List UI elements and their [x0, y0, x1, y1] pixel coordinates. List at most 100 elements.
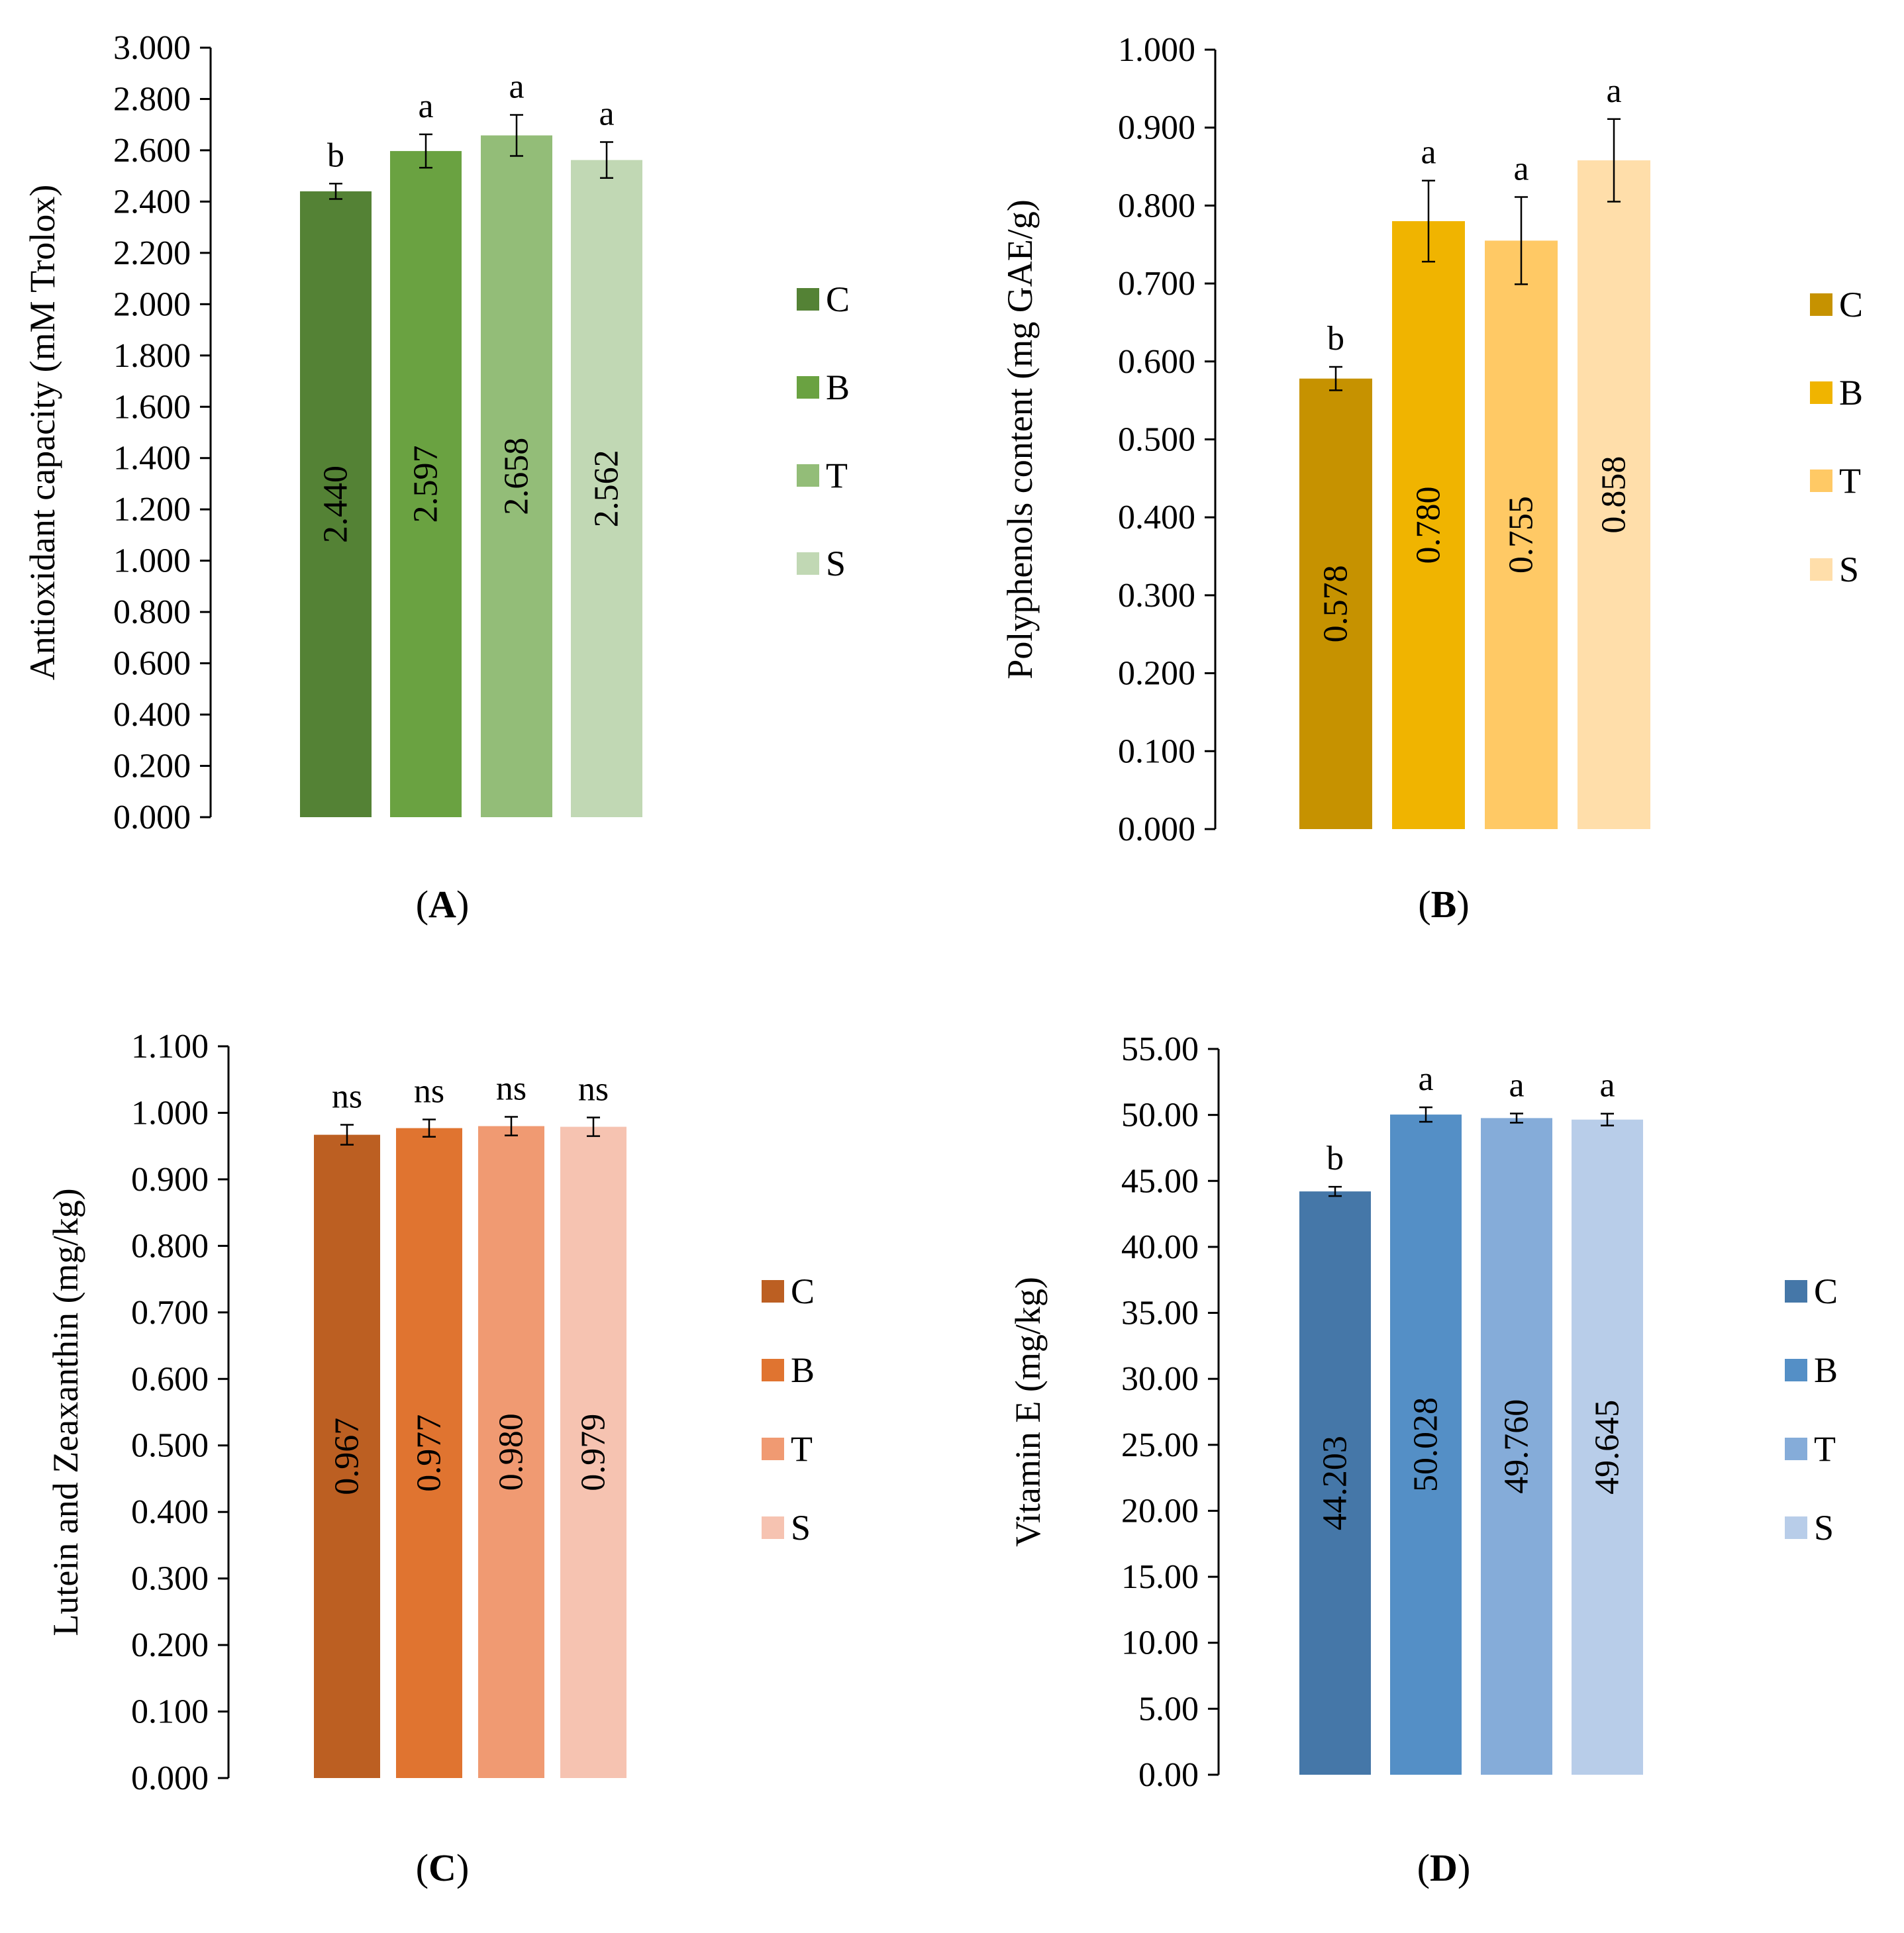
b-tick-label: 0.100 — [1118, 732, 1195, 770]
b-legend-label: S — [1839, 550, 1859, 589]
c-tick-label: 0.400 — [131, 1493, 209, 1531]
d-tick-label: 50.00 — [1121, 1097, 1199, 1134]
d-value-label: 44.203 — [1317, 1436, 1354, 1530]
a-significance-label: a — [418, 87, 433, 125]
c-tick-label: 1.100 — [131, 1028, 209, 1066]
b-y-axis-title: Polyphenols content (mg GAE/g) — [1000, 199, 1040, 679]
a-tick-label: 1.000 — [113, 542, 191, 580]
a-legend-label: C — [826, 279, 850, 319]
a-y-axis-title: Antioxidant capacity (mM Trolox) — [23, 185, 62, 680]
a-tick-label: 2.000 — [113, 285, 191, 323]
d-tick-label: 10.00 — [1121, 1624, 1199, 1662]
panel-d: 0.00 5.00 10.00 15.00 20.00 25.00 30.00 35.00 40… — [1008, 1030, 1838, 1889]
c-tick-label: 0.700 — [131, 1294, 209, 1332]
b-tick-label: 0.800 — [1118, 187, 1195, 224]
c-tick-label: 0.000 — [131, 1760, 209, 1797]
c-significance-label: ns — [496, 1069, 526, 1107]
c-tick-label: 0.200 — [131, 1626, 209, 1664]
panel-b: 0.000 0.100 0.200 0.300 0.400 0.500 0.600 0.700… — [1000, 31, 1863, 926]
d-significance-label: a — [1509, 1066, 1524, 1104]
d-tick-label: 55.00 — [1121, 1030, 1199, 1068]
b-value-label: 0.858 — [1595, 456, 1633, 534]
panel-a: 0.000 0.200 0.400 0.600 0.800 1.000 1.200 1.400… — [23, 29, 850, 926]
c-tick-label: 0.500 — [131, 1427, 209, 1465]
c-significance-label: ns — [332, 1078, 362, 1116]
c-value-label: 0.967 — [328, 1418, 366, 1495]
c-bar-t — [478, 1126, 544, 1778]
a-tick-label: 0.800 — [113, 593, 191, 631]
a-legend-swatch-t — [797, 464, 819, 487]
c-legend-swatch-b — [762, 1359, 784, 1381]
a-legend-label: T — [826, 456, 848, 495]
b-legend-swatch-c — [1810, 293, 1832, 316]
a-legend-label: B — [826, 368, 850, 407]
b-legend-label: B — [1839, 373, 1863, 413]
c-tick-label: 0.900 — [131, 1161, 209, 1199]
a-bar-t — [481, 135, 552, 817]
c-panel-caption: (C) — [416, 1846, 470, 1889]
a-tick-label: 1.400 — [113, 440, 191, 477]
a-significance-label: b — [327, 136, 344, 174]
c-bar-c — [314, 1134, 380, 1778]
b-value-label: 0.578 — [1317, 565, 1355, 642]
a-tick-label: 2.800 — [113, 80, 191, 118]
d-tick-label: 35.00 — [1121, 1295, 1199, 1332]
d-y-axis-title: Vitamin E (mg/kg) — [1008, 1277, 1048, 1547]
a-legend-swatch-c — [797, 288, 819, 311]
d-bar-t — [1481, 1118, 1552, 1775]
a-tick-label: 1.200 — [113, 491, 191, 528]
a-tick-label: 1.600 — [113, 388, 191, 426]
b-tick-label: 0.300 — [1118, 577, 1195, 615]
b-tick-label: 0.700 — [1118, 265, 1195, 303]
a-bar-s — [571, 160, 642, 818]
b-significance-label: a — [1421, 134, 1436, 172]
d-bar-c — [1299, 1191, 1371, 1775]
b-bar-c — [1299, 378, 1372, 829]
b-significance-label: a — [1513, 150, 1528, 187]
c-legend-label: B — [791, 1350, 815, 1390]
b-tick-label: 0.900 — [1118, 109, 1195, 147]
c-y-axis-title: Lutein and Zeaxanthin (mg/kg) — [46, 1188, 85, 1636]
a-tick-label: 0.600 — [113, 645, 191, 683]
d-tick-label: 20.00 — [1121, 1492, 1199, 1530]
a-tick-label: 3.000 — [113, 29, 191, 67]
b-value-label: 0.780 — [1410, 486, 1448, 564]
c-legend-label: C — [791, 1271, 815, 1311]
b-legend-label: T — [1839, 461, 1861, 501]
a-bar-c — [300, 191, 372, 817]
c-legend-label: T — [791, 1429, 813, 1469]
d-significance-label: a — [1418, 1060, 1433, 1098]
a-legend-swatch-b — [797, 376, 819, 399]
c-tick-label: 0.800 — [131, 1227, 209, 1265]
b-tick-label: 1.000 — [1118, 31, 1195, 69]
b-bar-t — [1485, 240, 1558, 829]
b-value-label: 0.755 — [1503, 496, 1540, 573]
a-legend-label: S — [826, 544, 846, 583]
b-tick-label: 0.500 — [1118, 421, 1195, 459]
d-tick-label: 40.00 — [1121, 1228, 1199, 1266]
b-panel-caption: (B) — [1418, 883, 1469, 926]
a-panel-caption: (A) — [416, 883, 470, 926]
d-value-label: 49.645 — [1589, 1400, 1627, 1495]
a-value-label: 2.597 — [407, 446, 445, 523]
c-legend-label: S — [791, 1508, 811, 1548]
b-tick-label: 0.200 — [1118, 655, 1195, 693]
a-tick-label: 0.200 — [113, 748, 191, 785]
b-legend-swatch-t — [1810, 470, 1832, 492]
c-tick-label: 1.000 — [131, 1094, 209, 1132]
d-bar-b — [1390, 1115, 1462, 1775]
d-tick-label: 5.00 — [1138, 1690, 1199, 1728]
c-bar-s — [560, 1126, 626, 1778]
c-tick-label: 0.300 — [131, 1560, 209, 1598]
d-tick-label: 30.00 — [1121, 1360, 1199, 1398]
d-significance-label: a — [1599, 1067, 1615, 1105]
a-bar-b — [390, 151, 462, 817]
a-legend-swatch-s — [797, 552, 819, 575]
c-value-label: 0.977 — [411, 1414, 448, 1492]
a-value-label: 2.658 — [498, 438, 536, 515]
c-value-label: 0.979 — [575, 1414, 613, 1491]
a-tick-label: 2.200 — [113, 234, 191, 272]
b-tick-label: 0.400 — [1118, 499, 1195, 536]
c-tick-label: 0.100 — [131, 1693, 209, 1731]
